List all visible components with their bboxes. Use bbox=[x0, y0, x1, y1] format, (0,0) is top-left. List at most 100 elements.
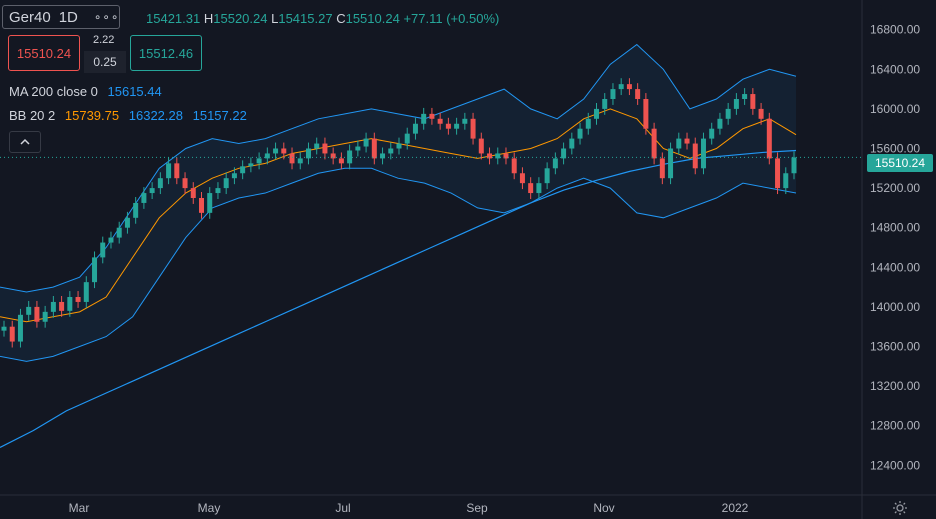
candle-body bbox=[519, 173, 525, 184]
close-label: C bbox=[336, 11, 346, 26]
candle-body bbox=[437, 118, 443, 124]
ma-value: 15615.44 bbox=[107, 84, 162, 99]
candle-body bbox=[676, 138, 682, 149]
candle-body bbox=[692, 143, 698, 169]
interval-label[interactable]: 1D bbox=[58, 8, 78, 26]
y-tick-label: 15600.00 bbox=[870, 142, 920, 156]
ohlc-legend: 15421.31 H15520.24 L15415.27 C15510.24 +… bbox=[146, 11, 499, 26]
candle-body bbox=[330, 153, 336, 159]
candle-body bbox=[363, 138, 369, 147]
candle-body bbox=[1, 326, 7, 331]
chevron-up-icon bbox=[20, 138, 30, 145]
bb-label: BB 20 2 bbox=[9, 108, 56, 123]
candle-body bbox=[9, 326, 15, 342]
candle-body bbox=[659, 158, 665, 179]
high-value: 15520.24 bbox=[213, 11, 268, 26]
symbol-name: Ger40 bbox=[9, 8, 51, 26]
candle-body bbox=[635, 89, 641, 99]
ma-indicator-legend[interactable]: MA 200 close 0 15615.44 bbox=[9, 84, 162, 99]
candle-body bbox=[626, 84, 632, 90]
candle-body bbox=[717, 118, 723, 129]
candle-body bbox=[371, 138, 377, 159]
candle-body bbox=[380, 153, 386, 159]
candle-body bbox=[602, 99, 608, 109]
candle-body bbox=[248, 163, 254, 167]
close-value: 15510.24 bbox=[345, 11, 400, 26]
candle-body bbox=[503, 153, 509, 159]
candle-body bbox=[338, 158, 344, 164]
candle-body bbox=[207, 193, 213, 213]
candle-body bbox=[750, 94, 756, 109]
candle-body bbox=[454, 123, 460, 129]
y-tick-label: 14000.00 bbox=[870, 300, 920, 314]
candle-body bbox=[733, 99, 739, 109]
candle-body bbox=[83, 282, 89, 302]
candle-body bbox=[231, 173, 237, 179]
y-tick-label: 14400.00 bbox=[870, 260, 920, 274]
y-tick-label: 13200.00 bbox=[870, 379, 920, 393]
candle-body bbox=[17, 314, 23, 342]
symbol-selector[interactable]: Ger40 1D ∘∘∘ bbox=[2, 5, 120, 29]
buy-button[interactable]: 15512.46 bbox=[130, 35, 202, 71]
candle-body bbox=[42, 311, 48, 322]
candle-body bbox=[643, 99, 649, 129]
candle-body bbox=[462, 118, 468, 124]
y-tick-label: 12400.00 bbox=[870, 458, 920, 472]
candle-body bbox=[256, 158, 262, 164]
candle-body bbox=[273, 148, 279, 154]
ma-label: MA 200 close 0 bbox=[9, 84, 98, 99]
x-tick-label: Jul bbox=[335, 501, 350, 515]
candle-body bbox=[585, 118, 591, 129]
candle-body bbox=[766, 118, 772, 159]
more-options-icon[interactable]: ∘∘∘ bbox=[93, 10, 120, 24]
x-tick-label: Nov bbox=[593, 501, 614, 515]
candle-body bbox=[100, 242, 106, 258]
x-tick-label: 2022 bbox=[722, 501, 749, 515]
candle-body bbox=[240, 166, 246, 174]
candle-body bbox=[404, 133, 410, 144]
bb-upper-line bbox=[0, 43, 797, 293]
candle-body bbox=[700, 138, 706, 169]
candle-body bbox=[26, 306, 32, 315]
y-tick-label: 16000.00 bbox=[870, 102, 920, 116]
x-tick-label: May bbox=[198, 501, 221, 515]
candle-body bbox=[116, 227, 122, 238]
candle-body bbox=[67, 297, 73, 311]
candle-body bbox=[536, 183, 542, 194]
candle-body bbox=[190, 188, 196, 198]
candle-body bbox=[281, 148, 287, 154]
candle-body bbox=[577, 128, 583, 139]
gear-icon[interactable] bbox=[892, 500, 908, 516]
candle-body bbox=[322, 143, 328, 154]
candle-body bbox=[775, 158, 781, 189]
candle-body bbox=[289, 153, 295, 164]
candle-body bbox=[495, 153, 501, 159]
candle-body bbox=[791, 157, 797, 174]
candle-body bbox=[347, 150, 353, 164]
y-tick-label: 13600.00 bbox=[870, 340, 920, 354]
candle-body bbox=[314, 143, 320, 149]
change-value: +77.11 (+0.50%) bbox=[403, 11, 500, 26]
candle-body bbox=[429, 113, 435, 119]
low-value: 15415.27 bbox=[278, 11, 333, 26]
bb-lower-line bbox=[0, 167, 797, 362]
bb-basis-value: 15739.75 bbox=[64, 108, 120, 123]
y-tick-label: 12800.00 bbox=[870, 419, 920, 433]
candle-body bbox=[478, 138, 484, 154]
candle-body bbox=[511, 158, 517, 174]
sell-button[interactable]: 15510.24 bbox=[8, 35, 80, 71]
spread-top-value: 2.22 bbox=[93, 34, 115, 46]
candle-body bbox=[610, 89, 616, 99]
candle-body bbox=[297, 158, 303, 164]
candle-body bbox=[742, 94, 748, 99]
candle-body bbox=[668, 148, 674, 179]
candle-body bbox=[552, 158, 558, 169]
bb-upper-value: 16322.28 bbox=[128, 108, 183, 123]
candle-body bbox=[34, 306, 40, 322]
bb-indicator-legend[interactable]: BB 20 2 15739.75 16322.28 15157.22 bbox=[9, 108, 247, 123]
y-tick-label: 15200.00 bbox=[870, 181, 920, 195]
collapse-legend-button[interactable] bbox=[9, 131, 41, 153]
low-label: L bbox=[271, 11, 279, 26]
candle-body bbox=[421, 113, 427, 124]
